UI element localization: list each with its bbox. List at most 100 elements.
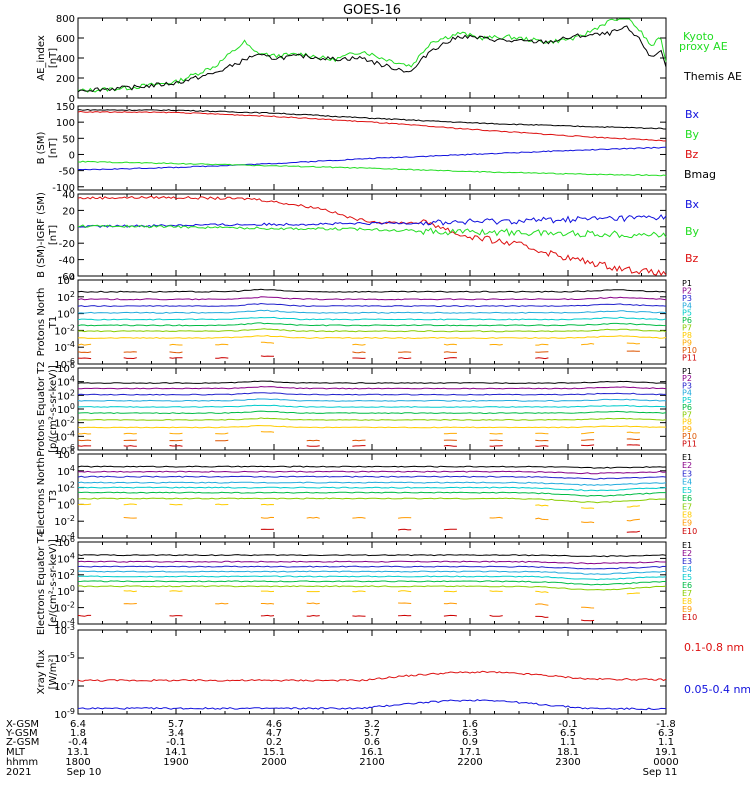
series-p11: [535, 445, 549, 447]
y-tick-label: 106: [57, 447, 75, 461]
y-axis-unit: [nT]: [48, 48, 59, 68]
series-e9: [535, 517, 549, 521]
series-p11: [169, 357, 183, 359]
legend-e4: E4: [682, 565, 692, 574]
panel-frame: [77, 17, 667, 99]
series-p9: [77, 432, 92, 435]
legend-p10: P10: [682, 346, 697, 355]
time-axis-mlt-value: 15.1: [263, 747, 285, 758]
y-axis-unit: [nT]: [48, 225, 59, 245]
y-tick-label: 102: [57, 568, 75, 582]
y-axis-unit: [W/m²]: [48, 654, 59, 689]
series-e8: [443, 590, 457, 593]
series-p6: [77, 322, 667, 327]
series-p9: [581, 342, 595, 346]
series-p9: [443, 343, 457, 346]
panel-bigrf: 40 20 0 -20 -40 -60 B (SM)-IGRF (SM) [nT] Bx By Bz: [36, 190, 700, 283]
y-axis-unit: [e/(cm²-s-sr-keV)]: [48, 539, 59, 627]
series-p11: [169, 445, 183, 447]
time-axis-mlt-value: 13.1: [67, 747, 89, 758]
time-axis-row-label: hhmm: [6, 757, 38, 768]
series-p10: [169, 439, 183, 442]
y-tick-label: 102: [57, 388, 75, 402]
legend-e9: E9: [682, 519, 692, 528]
series-e8: [260, 503, 275, 506]
y-tick-label: 10-2: [54, 601, 75, 615]
y-tick-label: 104: [57, 375, 75, 389]
legend-e5: E5: [682, 573, 692, 582]
time-axis-hhmm-value: 1800: [65, 757, 90, 768]
series-e9: [306, 602, 320, 605]
y-tick-label: -20: [59, 239, 75, 250]
time-axis-ygsm-value: 4.7: [266, 728, 282, 739]
legend-by: By: [685, 225, 700, 238]
series-p10: [626, 438, 640, 441]
series-e10: [443, 614, 457, 617]
legend-p6: P6: [682, 316, 692, 325]
time-axis-mlt-value: 19.1: [655, 747, 677, 758]
y-tick-label: 104: [57, 273, 75, 287]
time-axis-hhmm-value: 1900: [163, 757, 188, 768]
legend: Bx By Bz Bmag: [684, 108, 716, 181]
legend-e8: E8: [682, 597, 692, 606]
time-axis-mlt-value: 16.1: [361, 747, 383, 758]
series-p8: [77, 424, 666, 429]
time-axis-row-label: Y-GSM: [5, 728, 38, 739]
series-p11: [443, 357, 457, 360]
y-axis-label: B (SM): [36, 131, 47, 164]
series-e8: [489, 590, 503, 592]
legend-p9: P9: [682, 338, 692, 347]
series-e5: [78, 575, 667, 581]
series-e9: [260, 602, 275, 605]
panel-bsm: 150 100 50 0 -50 -100 B (SM) [nT] Bx By Bz Bmag: [36, 102, 716, 194]
series-p9: [626, 342, 640, 345]
time-axis-hhmm-value: 0000: [653, 757, 678, 768]
series-p10: [77, 351, 92, 354]
y-tick-label: 10-5: [54, 651, 75, 665]
series-p10: [489, 439, 503, 442]
y-tick-label: 10-4: [54, 617, 75, 631]
time-axis-ygsm-value: 1.8: [70, 728, 86, 739]
legend-p8: P8: [682, 331, 692, 340]
series-p9: [215, 432, 229, 435]
series-e1: [77, 554, 667, 558]
series-by: [77, 224, 667, 239]
series-e5: [77, 486, 667, 492]
series-p2: [77, 296, 667, 301]
series-p9: [260, 431, 275, 433]
legend-p7: P7: [682, 410, 692, 419]
y-tick-label: 800: [56, 14, 75, 25]
time-axis-zgsm-value: 0.2: [266, 737, 282, 748]
series-e6: [77, 491, 666, 497]
time-axis-xgsm-value: 4.6: [266, 719, 282, 730]
panel-frame: [77, 367, 667, 451]
series-e8: [535, 504, 549, 507]
legend-bmag: Bmag: [684, 168, 716, 181]
series-p6: [77, 410, 667, 415]
y-tick-label: -60: [59, 272, 75, 283]
time-axis-ygsm-value: 3.4: [168, 728, 184, 739]
legend-p4: P4: [682, 301, 692, 310]
y-tick-label: 400: [56, 54, 75, 65]
series-e10: [77, 614, 92, 617]
y-tick-label: 10-6: [54, 443, 75, 457]
y-tick-label: 10-4: [54, 531, 75, 545]
legend-p8: P8: [682, 418, 692, 427]
series-e8: [77, 503, 92, 506]
y-axis-label: T1: [48, 316, 59, 329]
series-p11: [443, 444, 457, 447]
time-axis-ygsm-value: 6.3: [462, 728, 478, 739]
series-p1: [77, 288, 667, 293]
series-e9: [215, 602, 229, 605]
time-axis-zgsm-value: 0.9: [462, 737, 478, 748]
series-e3: [77, 475, 667, 480]
time-axis-date-end: Sep 11: [643, 767, 678, 778]
time-axis-mlt-value: 14.1: [165, 747, 187, 758]
legend-e2: E2: [682, 549, 692, 558]
y-tick-label: 102: [57, 481, 75, 495]
series-e8: [397, 590, 412, 593]
